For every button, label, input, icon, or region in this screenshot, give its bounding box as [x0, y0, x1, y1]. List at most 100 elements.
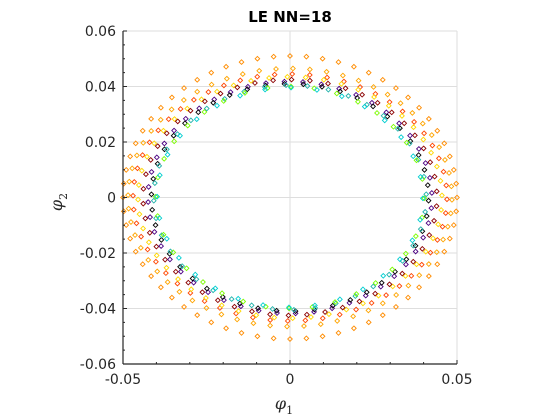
- scatter-point: [290, 65, 296, 72]
- scatter-point: [303, 335, 310, 342]
- scatter-point: [284, 318, 291, 324]
- scatter-point: [442, 210, 449, 217]
- scatter-point: [397, 100, 404, 107]
- scatter-point: [431, 173, 438, 180]
- y-tick-label: 0: [107, 191, 116, 207]
- scatter-point: [133, 220, 140, 227]
- scatter-point: [379, 312, 386, 319]
- scatter-point: [187, 107, 194, 114]
- scatter-point: [379, 300, 386, 307]
- scatter-point: [148, 168, 155, 175]
- scatter-point: [402, 273, 409, 279]
- scatter-point: [175, 276, 181, 283]
- scatter-point: [441, 248, 448, 255]
- scatter-point: [174, 131, 181, 138]
- scatter-point: [420, 234, 427, 241]
- scatter-point: [320, 76, 327, 83]
- scatter-point: [217, 90, 224, 97]
- y-tick-label: 0.02: [85, 135, 116, 151]
- scatter-markers: [120, 53, 460, 342]
- scatter-point: [161, 155, 168, 162]
- scatter-point: [439, 192, 445, 199]
- scatter-point: [412, 242, 419, 249]
- scatter-point: [177, 132, 183, 139]
- scatter-point: [208, 69, 215, 76]
- x-ticks: -0.05 0 0.05: [105, 360, 473, 388]
- scatter-point: [267, 317, 274, 323]
- scatter-point: [433, 203, 440, 210]
- scatter-point: [437, 177, 444, 184]
- scatter-point: [152, 193, 159, 200]
- scatter-point: [132, 232, 138, 239]
- scatter-point: [145, 199, 152, 205]
- scatter-point: [423, 191, 430, 198]
- y-axis-label-subscript: 2: [57, 193, 70, 200]
- scatter-point: [140, 185, 147, 192]
- scatter-point: [385, 102, 392, 109]
- scatter-point: [201, 98, 208, 105]
- scatter-point: [453, 180, 460, 187]
- scatter-point: [189, 297, 196, 304]
- scatter-point: [126, 178, 133, 185]
- scatter-point: [120, 180, 127, 187]
- scatter-point: [248, 302, 255, 309]
- scatter-point: [413, 157, 420, 164]
- scatter-point: [416, 272, 423, 279]
- scatter-point: [384, 91, 391, 98]
- scatter-point: [419, 195, 426, 202]
- scatter-point: [147, 156, 154, 163]
- scatter-point: [420, 136, 427, 143]
- scatter-point: [194, 76, 201, 83]
- scatter-point: [190, 96, 197, 103]
- scatter-point: [350, 63, 357, 70]
- scatter-point: [428, 149, 435, 156]
- scatter-point: [271, 71, 278, 78]
- scatter-point: [261, 84, 268, 90]
- scatter-point: [145, 257, 152, 263]
- scatter-point: [393, 303, 399, 310]
- scatter-point: [434, 236, 441, 243]
- scatter-point: [253, 312, 260, 319]
- scatter-point: [228, 296, 235, 303]
- scatter-point: [237, 77, 244, 84]
- scatter-point: [419, 120, 426, 127]
- scatter-point: [428, 190, 435, 196]
- scatter-point: [158, 243, 165, 250]
- scatter-point: [135, 196, 141, 203]
- scatter-point: [177, 106, 184, 112]
- scatter-point: [409, 109, 416, 116]
- scatter-point: [144, 246, 151, 253]
- scatter-point: [383, 292, 390, 299]
- scatter-point: [223, 325, 230, 332]
- scatter-point: [425, 197, 432, 204]
- scatter-point: [389, 266, 396, 273]
- scatter-point: [410, 153, 417, 160]
- scatter-point: [157, 116, 164, 123]
- scatter-point: [184, 105, 191, 112]
- scatter-point: [165, 116, 172, 123]
- scatter-point: [123, 222, 130, 229]
- scatter-point: [405, 94, 412, 101]
- scatter-point: [140, 225, 147, 232]
- scatter-point: [248, 77, 254, 84]
- scatter-point: [413, 261, 420, 268]
- scatter-point: [254, 333, 261, 340]
- scatter-point: [218, 311, 225, 318]
- scatter-point: [326, 311, 332, 318]
- scatter-point: [436, 144, 443, 151]
- scatter-point: [254, 73, 261, 80]
- scatter-point: [162, 270, 169, 277]
- scatter-point: [381, 117, 388, 124]
- scatter-point: [125, 192, 131, 199]
- scatter-point: [342, 85, 349, 92]
- scatter-point: [449, 196, 455, 203]
- scatter-point: [273, 307, 280, 314]
- scatter-point: [189, 275, 196, 282]
- scatter-point: [390, 123, 397, 130]
- scatter-point: [139, 127, 146, 134]
- scatter-point: [370, 283, 377, 290]
- scatter-point: [424, 182, 431, 189]
- scatter-point: [301, 323, 307, 329]
- x-tick-label: 0: [286, 372, 295, 388]
